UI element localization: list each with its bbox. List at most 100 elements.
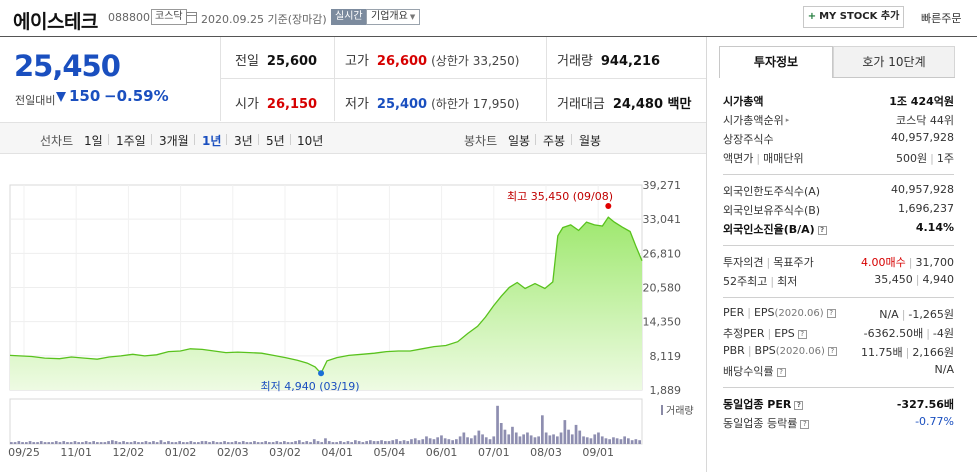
bps-value: 2,166원 [912, 346, 954, 359]
volume-bar [421, 439, 425, 444]
summary-divider [334, 37, 335, 121]
volume-bar [499, 423, 503, 444]
volume-bar [88, 442, 92, 444]
bps-date: (2020.06) [775, 346, 825, 357]
help-icon[interactable]: ? [776, 368, 786, 377]
volume-bar [481, 434, 484, 444]
volume-bar [312, 439, 316, 444]
tab-orderbook-10[interactable]: 호가 10단계 [833, 46, 955, 78]
week52-labels: 52주최고 | 최저 [723, 273, 797, 289]
volume-bar [215, 442, 219, 444]
volume-bar [556, 436, 559, 444]
x-tick-label: 04/01 [321, 446, 353, 459]
separator: | [905, 346, 910, 359]
tab-investment-info[interactable]: 투자정보 [719, 46, 833, 78]
separator: | [766, 256, 771, 269]
volume-bar [369, 440, 372, 444]
shares-label: 상장주식수 [723, 133, 774, 146]
period-3y[interactable]: 3년 [234, 134, 253, 148]
industry-per-label: 동일업종 PER [723, 398, 792, 411]
realtime-button[interactable]: 실시간 [331, 9, 367, 25]
volume-bar [159, 440, 163, 444]
est-eps-label: EPS [774, 327, 795, 340]
period-1w[interactable]: 1주일 [116, 134, 146, 148]
candle-daily[interactable]: 일봉 [508, 134, 531, 148]
volume-bar [125, 442, 129, 444]
stock-name: 에이스테크 [13, 11, 98, 33]
volume-bar [204, 441, 208, 444]
volume-bar [395, 439, 398, 444]
volume-bar [21, 442, 24, 444]
price-chart[interactable]: 39,271 33,041 26,810 20,580 14,350 8,119 1,889… [0, 155, 706, 472]
volume-bar [335, 442, 338, 444]
separator: | [901, 308, 906, 321]
section-divider [723, 297, 954, 298]
industry-per-label-wrap: 동일업종 PER? [723, 396, 804, 412]
volume-bar [425, 436, 428, 444]
separator: | [747, 306, 751, 319]
industry-per-value: -327.56배 [896, 398, 954, 411]
volume-bar [197, 442, 200, 444]
period-10y[interactable]: 10년 [297, 134, 324, 148]
volume-bar [144, 441, 148, 444]
period-1d[interactable]: 1일 [84, 134, 103, 148]
high-label: 고가 [345, 54, 369, 69]
volume-bar [174, 442, 178, 444]
volume-value: 944,216 [600, 54, 661, 69]
help-icon[interactable]: ? [827, 347, 837, 356]
lower-limit: (하한가 17,950) [431, 97, 520, 111]
volume-bar [638, 440, 641, 444]
volume-bar [28, 441, 32, 444]
volume-bar [54, 441, 58, 444]
period-3m[interactable]: 3개월 [159, 134, 189, 148]
volume-bar [69, 442, 73, 444]
volume-bar [178, 441, 181, 444]
volume-bar [604, 438, 608, 444]
chart-toolbar: 선차트 1일 1주일 3개월 1년 3년 5년 10년 봉차트 일봉 주봉 월봉 [0, 122, 706, 154]
company-overview-button[interactable]: 기업개요 ▼ [366, 9, 421, 25]
dividend-row: 배당수익률? N/A [723, 363, 954, 379]
toolbar-divider [571, 134, 572, 145]
candle-monthly[interactable]: 월봉 [579, 134, 602, 148]
volume-bar [193, 442, 196, 444]
caret-right-icon[interactable]: ▸ [785, 116, 790, 124]
help-icon[interactable]: ? [826, 309, 836, 318]
volume-bar [10, 442, 13, 444]
per-value: N/A [879, 308, 899, 321]
volume-bar [260, 442, 264, 444]
volume-bar [92, 441, 95, 444]
volume-bar [219, 442, 223, 444]
volume-bar [118, 442, 122, 444]
volume-bar [13, 442, 17, 444]
volume-bar [47, 442, 51, 444]
x-tick-label: 11/01 [60, 446, 92, 459]
help-icon[interactable]: ? [817, 226, 827, 235]
help-icon[interactable]: ? [794, 401, 804, 410]
help-icon[interactable]: ? [797, 330, 807, 339]
volume-bar [211, 441, 215, 444]
volume-bar [152, 441, 155, 444]
summary-divider [546, 37, 547, 121]
add-mystock-button[interactable]: + MY STOCK 추가 [803, 6, 904, 28]
prev-close-stat: 전일 25,600 [235, 50, 317, 69]
volume-bar [305, 441, 309, 444]
market-cap-label: 시가총액 [723, 95, 764, 108]
volume-bar [253, 441, 256, 444]
calendar-icon [186, 12, 197, 23]
industry-rate-label-wrap: 동일업종 등락률? [723, 415, 810, 431]
period-1y[interactable]: 1년 [202, 134, 222, 148]
volume-bar [148, 442, 152, 444]
volume-bar [466, 437, 469, 444]
period-5y[interactable]: 5년 [266, 134, 285, 148]
volume-bar [208, 442, 211, 444]
quick-order-link[interactable]: 빠른주문 [921, 12, 962, 25]
volume-bar [417, 440, 421, 444]
par-value: 500원 [896, 152, 928, 165]
volume-legend-label: 거래량 [666, 405, 694, 417]
volume-bar [114, 441, 118, 444]
week52-high-value: 35,450 [874, 273, 913, 286]
volume-bar [526, 432, 529, 444]
candle-weekly[interactable]: 주봉 [543, 134, 566, 148]
volume-bar [320, 442, 324, 444]
help-icon[interactable]: ? [800, 420, 810, 429]
